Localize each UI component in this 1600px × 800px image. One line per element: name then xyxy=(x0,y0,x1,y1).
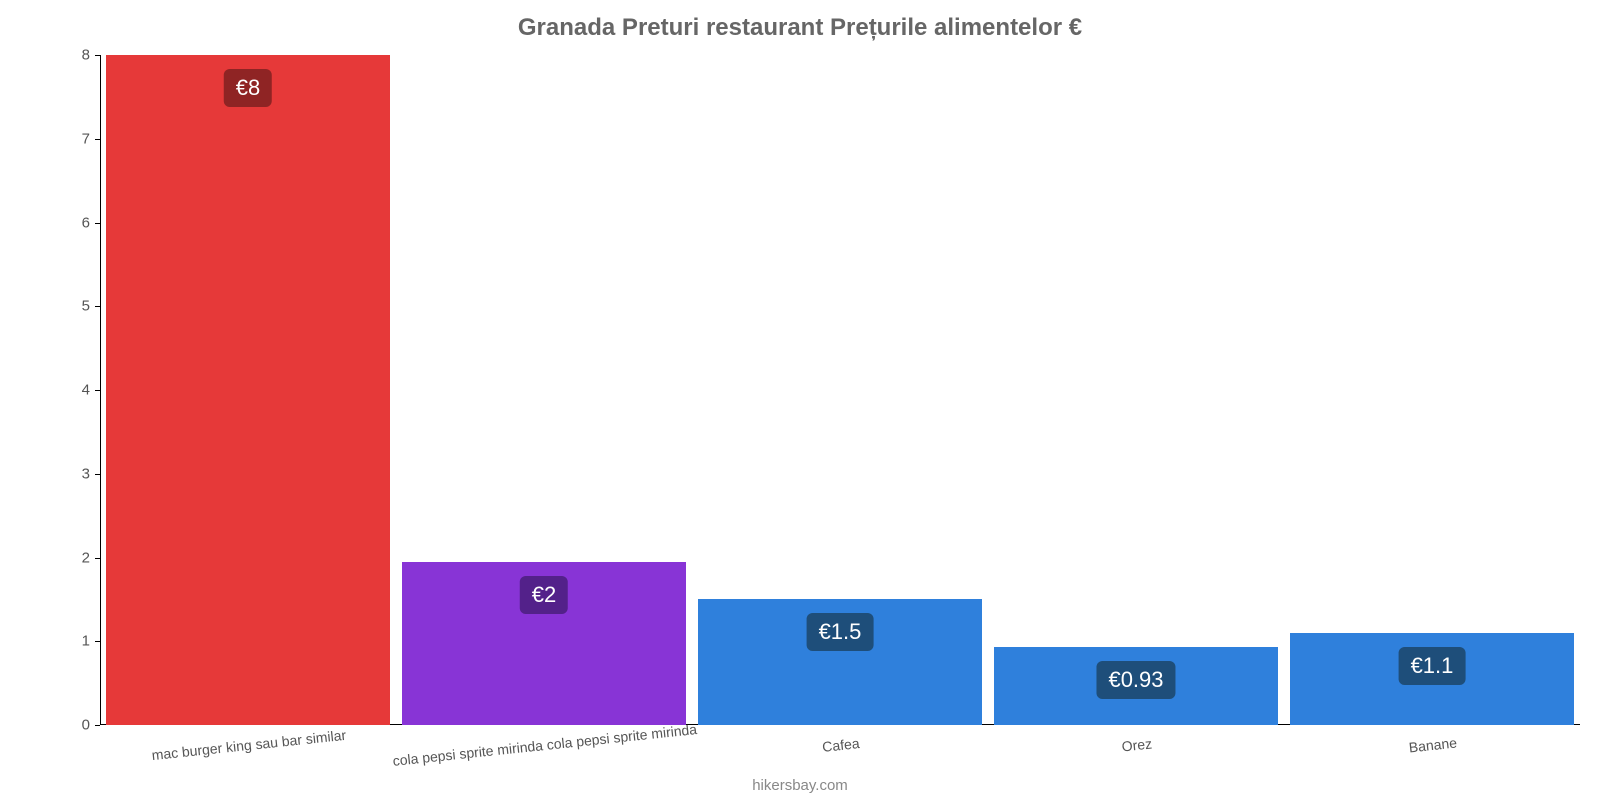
x-axis-label: Cafea xyxy=(821,735,860,755)
y-tick xyxy=(95,306,100,307)
bar-value-badge: €8 xyxy=(224,69,272,107)
plot-inner: 012345678€8mac burger king sau bar simil… xyxy=(100,55,1580,725)
y-tick xyxy=(95,558,100,559)
bar-value-badge: €1.1 xyxy=(1399,647,1466,685)
bar-value-badge: €1.5 xyxy=(807,613,874,651)
y-tick xyxy=(95,641,100,642)
y-tick-label: 7 xyxy=(82,130,90,147)
y-tick-label: 5 xyxy=(82,298,90,315)
x-axis-label: mac burger king sau bar similar xyxy=(151,727,347,763)
y-tick-label: 0 xyxy=(82,717,90,734)
chart-bar: €1.1 xyxy=(1290,633,1574,725)
y-tick-label: 1 xyxy=(82,633,90,650)
chart-bar: €2 xyxy=(402,562,686,725)
y-tick-label: 8 xyxy=(82,47,90,64)
plot-area: 012345678€8mac burger king sau bar simil… xyxy=(100,55,1580,725)
chart-bar: €0.93 xyxy=(994,647,1278,725)
y-tick xyxy=(95,139,100,140)
chart-title: Granada Preturi restaurant Prețurile ali… xyxy=(0,14,1600,42)
x-axis-label: cola pepsi sprite mirinda cola pepsi spr… xyxy=(392,721,698,769)
y-axis-line xyxy=(100,55,101,725)
chart-bar: €8 xyxy=(106,55,390,725)
y-tick xyxy=(95,474,100,475)
y-tick-label: 6 xyxy=(82,214,90,231)
y-tick-label: 2 xyxy=(82,549,90,566)
x-axis-label: Banane xyxy=(1408,734,1458,755)
y-tick xyxy=(95,55,100,56)
bar-value-badge: €0.93 xyxy=(1096,661,1175,699)
y-tick xyxy=(95,223,100,224)
bar-value-badge: €2 xyxy=(520,576,568,614)
y-tick-label: 3 xyxy=(82,465,90,482)
chart-bar: €1.5 xyxy=(698,599,982,725)
y-tick xyxy=(95,725,100,726)
y-tick xyxy=(95,390,100,391)
chart-footer: hikersbay.com xyxy=(0,777,1600,794)
y-tick-label: 4 xyxy=(82,382,90,399)
x-axis-label: Orez xyxy=(1121,735,1153,754)
